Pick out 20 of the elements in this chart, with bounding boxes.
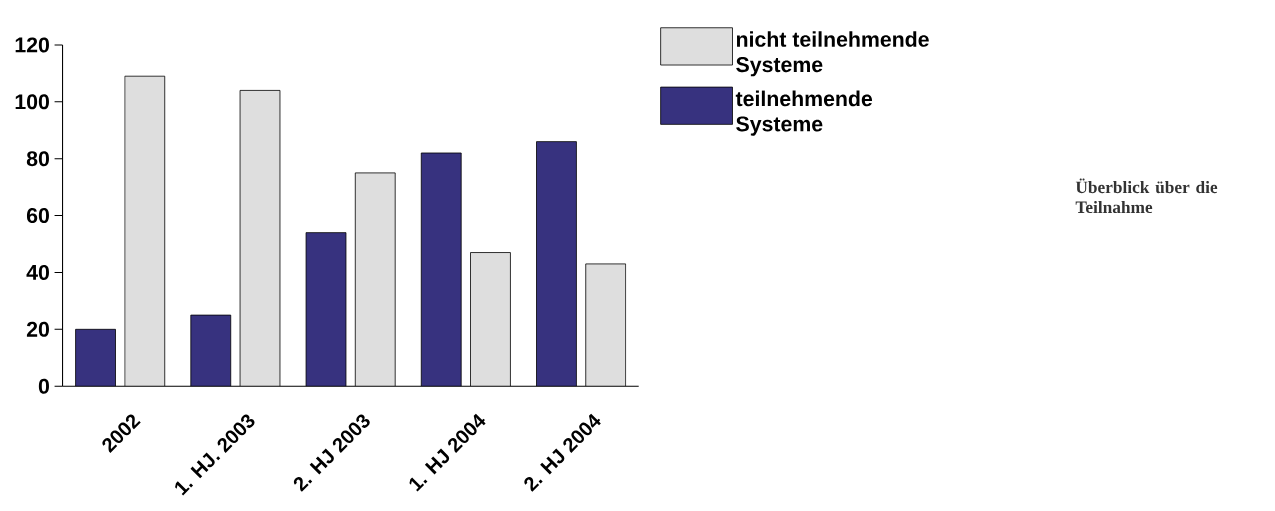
text: Überblick über die Teilnahme	[1075, 178, 1218, 214]
bar	[470, 252, 511, 387]
bar	[536, 141, 577, 387]
bar	[124, 76, 165, 387]
y-tick-label: 100	[15, 94, 49, 110]
y-tick-label: 20	[26, 321, 49, 337]
y-tick-label: 120	[15, 37, 49, 53]
bar	[240, 90, 280, 387]
bar	[306, 232, 346, 387]
legend-label: nicht teilnehmende Systeme	[736, 31, 929, 77]
legend-label: teilnehmende Systeme	[735, 90, 873, 136]
bar	[585, 263, 627, 387]
y-tick-label: 40	[26, 264, 49, 280]
bar	[355, 172, 396, 387]
y-tick-label: 0	[38, 378, 49, 394]
bar	[75, 329, 116, 387]
y-tick-label: 80	[26, 151, 49, 167]
bar	[421, 153, 462, 387]
y-tick-label: 60	[26, 208, 49, 224]
bar	[190, 315, 231, 387]
